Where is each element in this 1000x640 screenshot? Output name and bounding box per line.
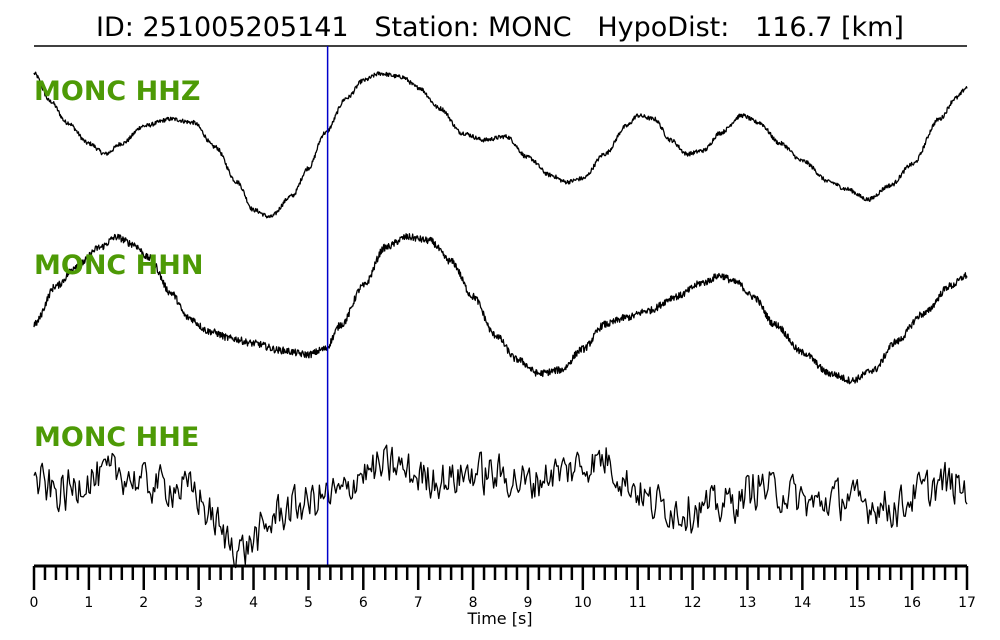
x-tick-label: 1 [84, 595, 93, 611]
x-tick-label: 4 [249, 595, 258, 611]
x-tick-label: 14 [793, 595, 811, 611]
trace-monc-hhz [33, 71, 968, 219]
time-axis-ticks: 0 1 2 3 4 5 6 7 8 9 10 11 12 13 14 15 16 17 [30, 566, 976, 611]
channel-labels-group: MONC HHZ MONC HHN MONC HHE [34, 76, 203, 453]
x-tick-label: 0 [30, 595, 39, 611]
channel-label-monc-hhn: MONC HHN [34, 250, 203, 281]
x-tick-label: 8 [469, 595, 478, 611]
x-tick-label: 5 [304, 595, 313, 611]
x-tick-label: 13 [739, 595, 757, 611]
x-tick-label: 10 [574, 595, 592, 611]
channel-label-monc-hhe: MONC HHE [34, 422, 199, 453]
x-tick-label: 2 [139, 595, 148, 611]
x-tick-label: 3 [194, 595, 203, 611]
x-tick-label: 6 [359, 595, 368, 611]
traces-group [33, 71, 968, 569]
x-axis-label: Time [s] [466, 609, 532, 628]
x-tick-label: 17 [958, 595, 976, 611]
time-axis: 0 1 2 3 4 5 6 7 8 9 10 11 12 13 14 15 16 17 Time [s] [30, 564, 976, 628]
trace-monc-hhn [33, 233, 968, 385]
x-tick-label: 15 [848, 595, 866, 611]
x-tick-label: 16 [903, 595, 921, 611]
x-tick-label: 12 [684, 595, 702, 611]
chart-title: ID: 251005205141 Station: MONC HypoDist:… [96, 12, 904, 43]
x-tick-label: 7 [414, 595, 423, 611]
x-tick-label: 11 [629, 595, 647, 611]
channel-label-monc-hhz: MONC HHZ [34, 76, 200, 107]
trace-monc-hhe [33, 444, 968, 569]
x-tick-label: 9 [523, 595, 532, 611]
